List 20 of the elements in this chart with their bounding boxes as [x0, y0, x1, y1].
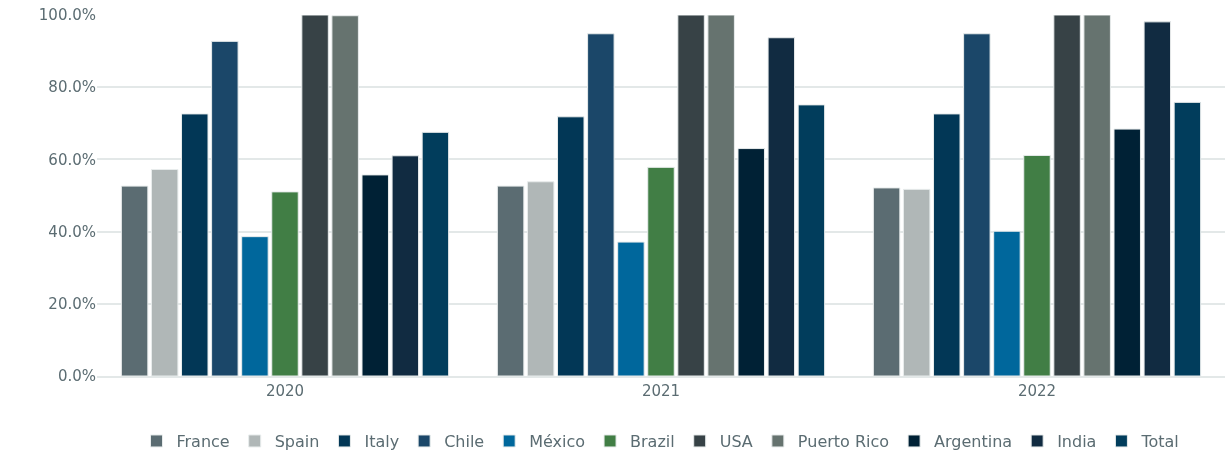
y-tick-label: 20.0% — [48, 295, 96, 314]
legend-label: México — [529, 432, 586, 452]
legend-label: Puerto Rico — [797, 432, 890, 452]
y-tick-label: 100.0% — [38, 6, 96, 25]
legend-label: Brazil — [630, 432, 675, 452]
legend-label: India — [1057, 432, 1097, 452]
legend-label: USA — [719, 432, 753, 452]
legend-label: Spain — [274, 432, 320, 452]
x-tick-label: 2022 — [1017, 382, 1057, 400]
legend-label: Total — [1140, 432, 1179, 452]
x-tick-label: 2021 — [641, 382, 681, 400]
legend-label: Argentina — [934, 432, 1013, 452]
y-tick-label: 0.0% — [57, 367, 96, 386]
y-tick-label: 40.0% — [48, 222, 96, 241]
legend-label: Italy — [364, 432, 400, 452]
legend-label: Chile — [444, 432, 485, 452]
y-tick-label: 80.0% — [48, 78, 96, 97]
y-tick-label: 60.0% — [48, 150, 96, 169]
x-tick-label: 2020 — [265, 382, 305, 400]
legend-label: France — [176, 432, 230, 452]
